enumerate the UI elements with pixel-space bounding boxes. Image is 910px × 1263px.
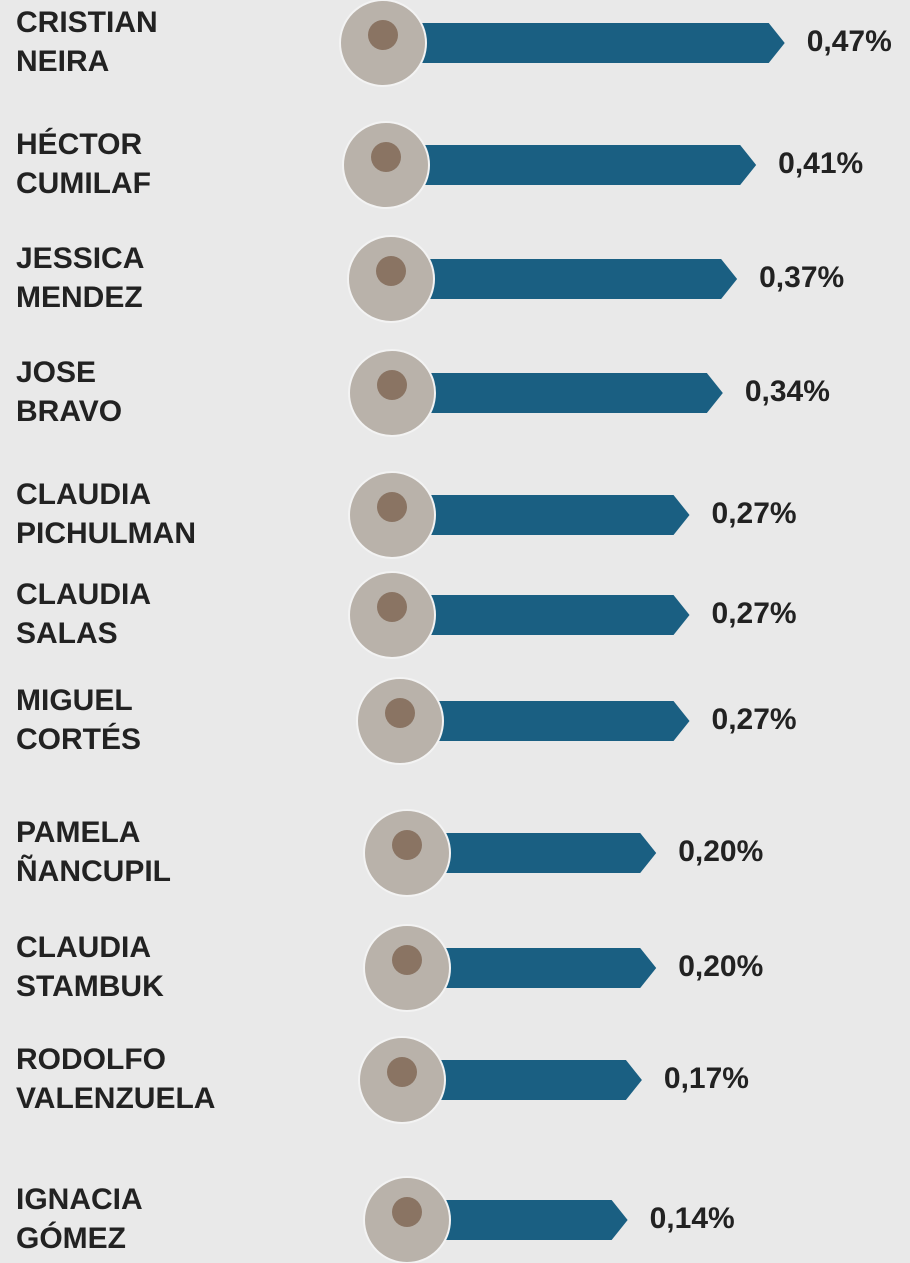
photo-head bbox=[377, 492, 407, 522]
bar bbox=[402, 1060, 642, 1100]
value-label: 0,27% bbox=[712, 703, 797, 736]
candidate-name: PAMELA bbox=[16, 816, 140, 849]
candidate-name: RODOLFO bbox=[16, 1043, 166, 1076]
bar bbox=[386, 145, 757, 185]
photo-head bbox=[377, 592, 407, 622]
bar bbox=[407, 948, 657, 988]
photo-head bbox=[371, 142, 401, 172]
value-label: 0,41% bbox=[778, 147, 863, 180]
value-label: 0,14% bbox=[650, 1202, 735, 1235]
candidate-name: CORTÉS bbox=[16, 722, 141, 756]
candidate-name: SALAS bbox=[16, 617, 118, 650]
candidate-name: IGNACIA bbox=[16, 1183, 143, 1216]
photo-head bbox=[392, 830, 422, 860]
bar bbox=[392, 373, 723, 413]
value-label: 0,47% bbox=[807, 25, 892, 58]
candidate-name: NEIRA bbox=[16, 45, 109, 78]
candidate-name: CUMILAF bbox=[16, 167, 151, 200]
value-label: 0,27% bbox=[712, 597, 797, 630]
photo-head bbox=[376, 256, 406, 286]
candidate-name: CLAUDIA bbox=[16, 931, 151, 964]
candidate-name: HÉCTOR bbox=[16, 127, 142, 161]
bar bbox=[407, 833, 657, 873]
candidate-name: CRISTIAN bbox=[16, 6, 158, 39]
candidate-name: JOSE bbox=[16, 356, 96, 389]
value-label: 0,37% bbox=[759, 261, 844, 294]
candidate-name: JESSICA bbox=[16, 242, 144, 275]
photo-head bbox=[368, 20, 398, 50]
candidate-name: PICHULMAN bbox=[16, 517, 196, 550]
photo-head bbox=[385, 698, 415, 728]
candidate-name: STAMBUK bbox=[16, 970, 164, 1003]
candidate-name: GÓMEZ bbox=[16, 1221, 126, 1255]
value-label: 0,20% bbox=[678, 835, 763, 868]
bar bbox=[407, 1200, 628, 1240]
photo-head bbox=[377, 370, 407, 400]
candidate-name: CLAUDIA bbox=[16, 578, 151, 611]
candidate-name: ÑANCUPIL bbox=[16, 854, 171, 888]
bar bbox=[391, 259, 738, 299]
bar bbox=[383, 23, 785, 63]
bar bbox=[392, 595, 690, 635]
candidate-name: MIGUEL bbox=[16, 684, 133, 717]
photo-head bbox=[392, 1197, 422, 1227]
candidate-name: MENDEZ bbox=[16, 281, 143, 314]
candidate-name: BRAVO bbox=[16, 395, 122, 428]
value-label: 0,34% bbox=[745, 375, 830, 408]
photo-head bbox=[392, 945, 422, 975]
candidate-name: CLAUDIA bbox=[16, 478, 151, 511]
value-label: 0,20% bbox=[678, 950, 763, 983]
bar bbox=[392, 495, 690, 535]
photo-head bbox=[387, 1057, 417, 1087]
value-label: 0,27% bbox=[712, 497, 797, 530]
value-label: 0,17% bbox=[664, 1062, 749, 1095]
candidate-name: VALENZUELA bbox=[16, 1082, 215, 1115]
bar bbox=[400, 701, 690, 741]
